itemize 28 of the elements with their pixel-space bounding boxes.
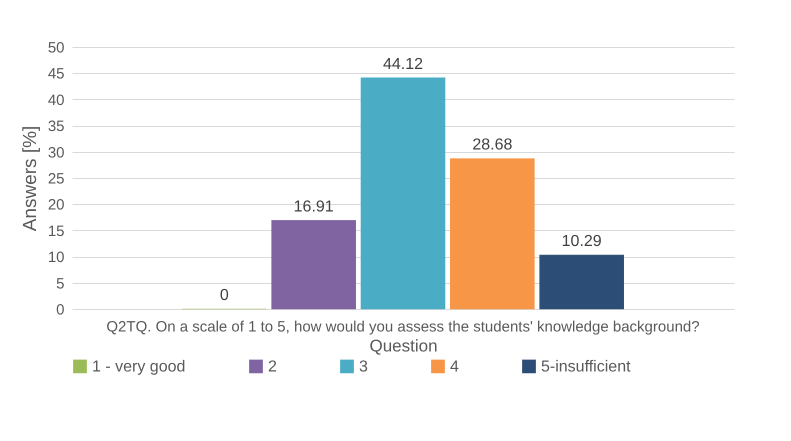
y-tick-label: 20 (48, 196, 64, 214)
legend-label: 5-insufficient (541, 358, 632, 376)
y-tick-label: 0 (56, 302, 64, 318)
data-label: 28.68 (472, 136, 512, 154)
legend-label: 4 (450, 358, 459, 376)
data-label: 16.91 (294, 198, 334, 216)
bar (271, 220, 356, 310)
x-tick-label: Q2TQ. On a scale of 1 to 5, how would you assess the students' knowledge background? (106, 318, 700, 336)
bar (450, 158, 535, 310)
legend-label: 1 - very good (92, 358, 186, 376)
x-axis-title: Question (369, 336, 438, 356)
y-tick-label: 10 (48, 249, 64, 266)
y-tick-label: 5 (56, 275, 64, 292)
y-tick-label: 40 (48, 92, 64, 109)
y-tick-label: 35 (48, 118, 64, 136)
y-tick-label: 45 (48, 66, 64, 83)
y-tick-label: 50 (48, 40, 64, 56)
data-label: 0 (220, 287, 229, 304)
legend-label: 2 (268, 358, 277, 376)
y-tick-label: 15 (48, 222, 64, 240)
data-label: 10.29 (562, 233, 602, 250)
legend-label: 3 (359, 358, 368, 376)
bar (360, 78, 446, 310)
data-label: 44.12 (382, 56, 424, 73)
y-tick-label: 30 (48, 144, 64, 162)
bar (539, 254, 624, 310)
y-tick-label: 25 (48, 170, 64, 188)
y-axis-title: Answers [%] (20, 126, 41, 232)
